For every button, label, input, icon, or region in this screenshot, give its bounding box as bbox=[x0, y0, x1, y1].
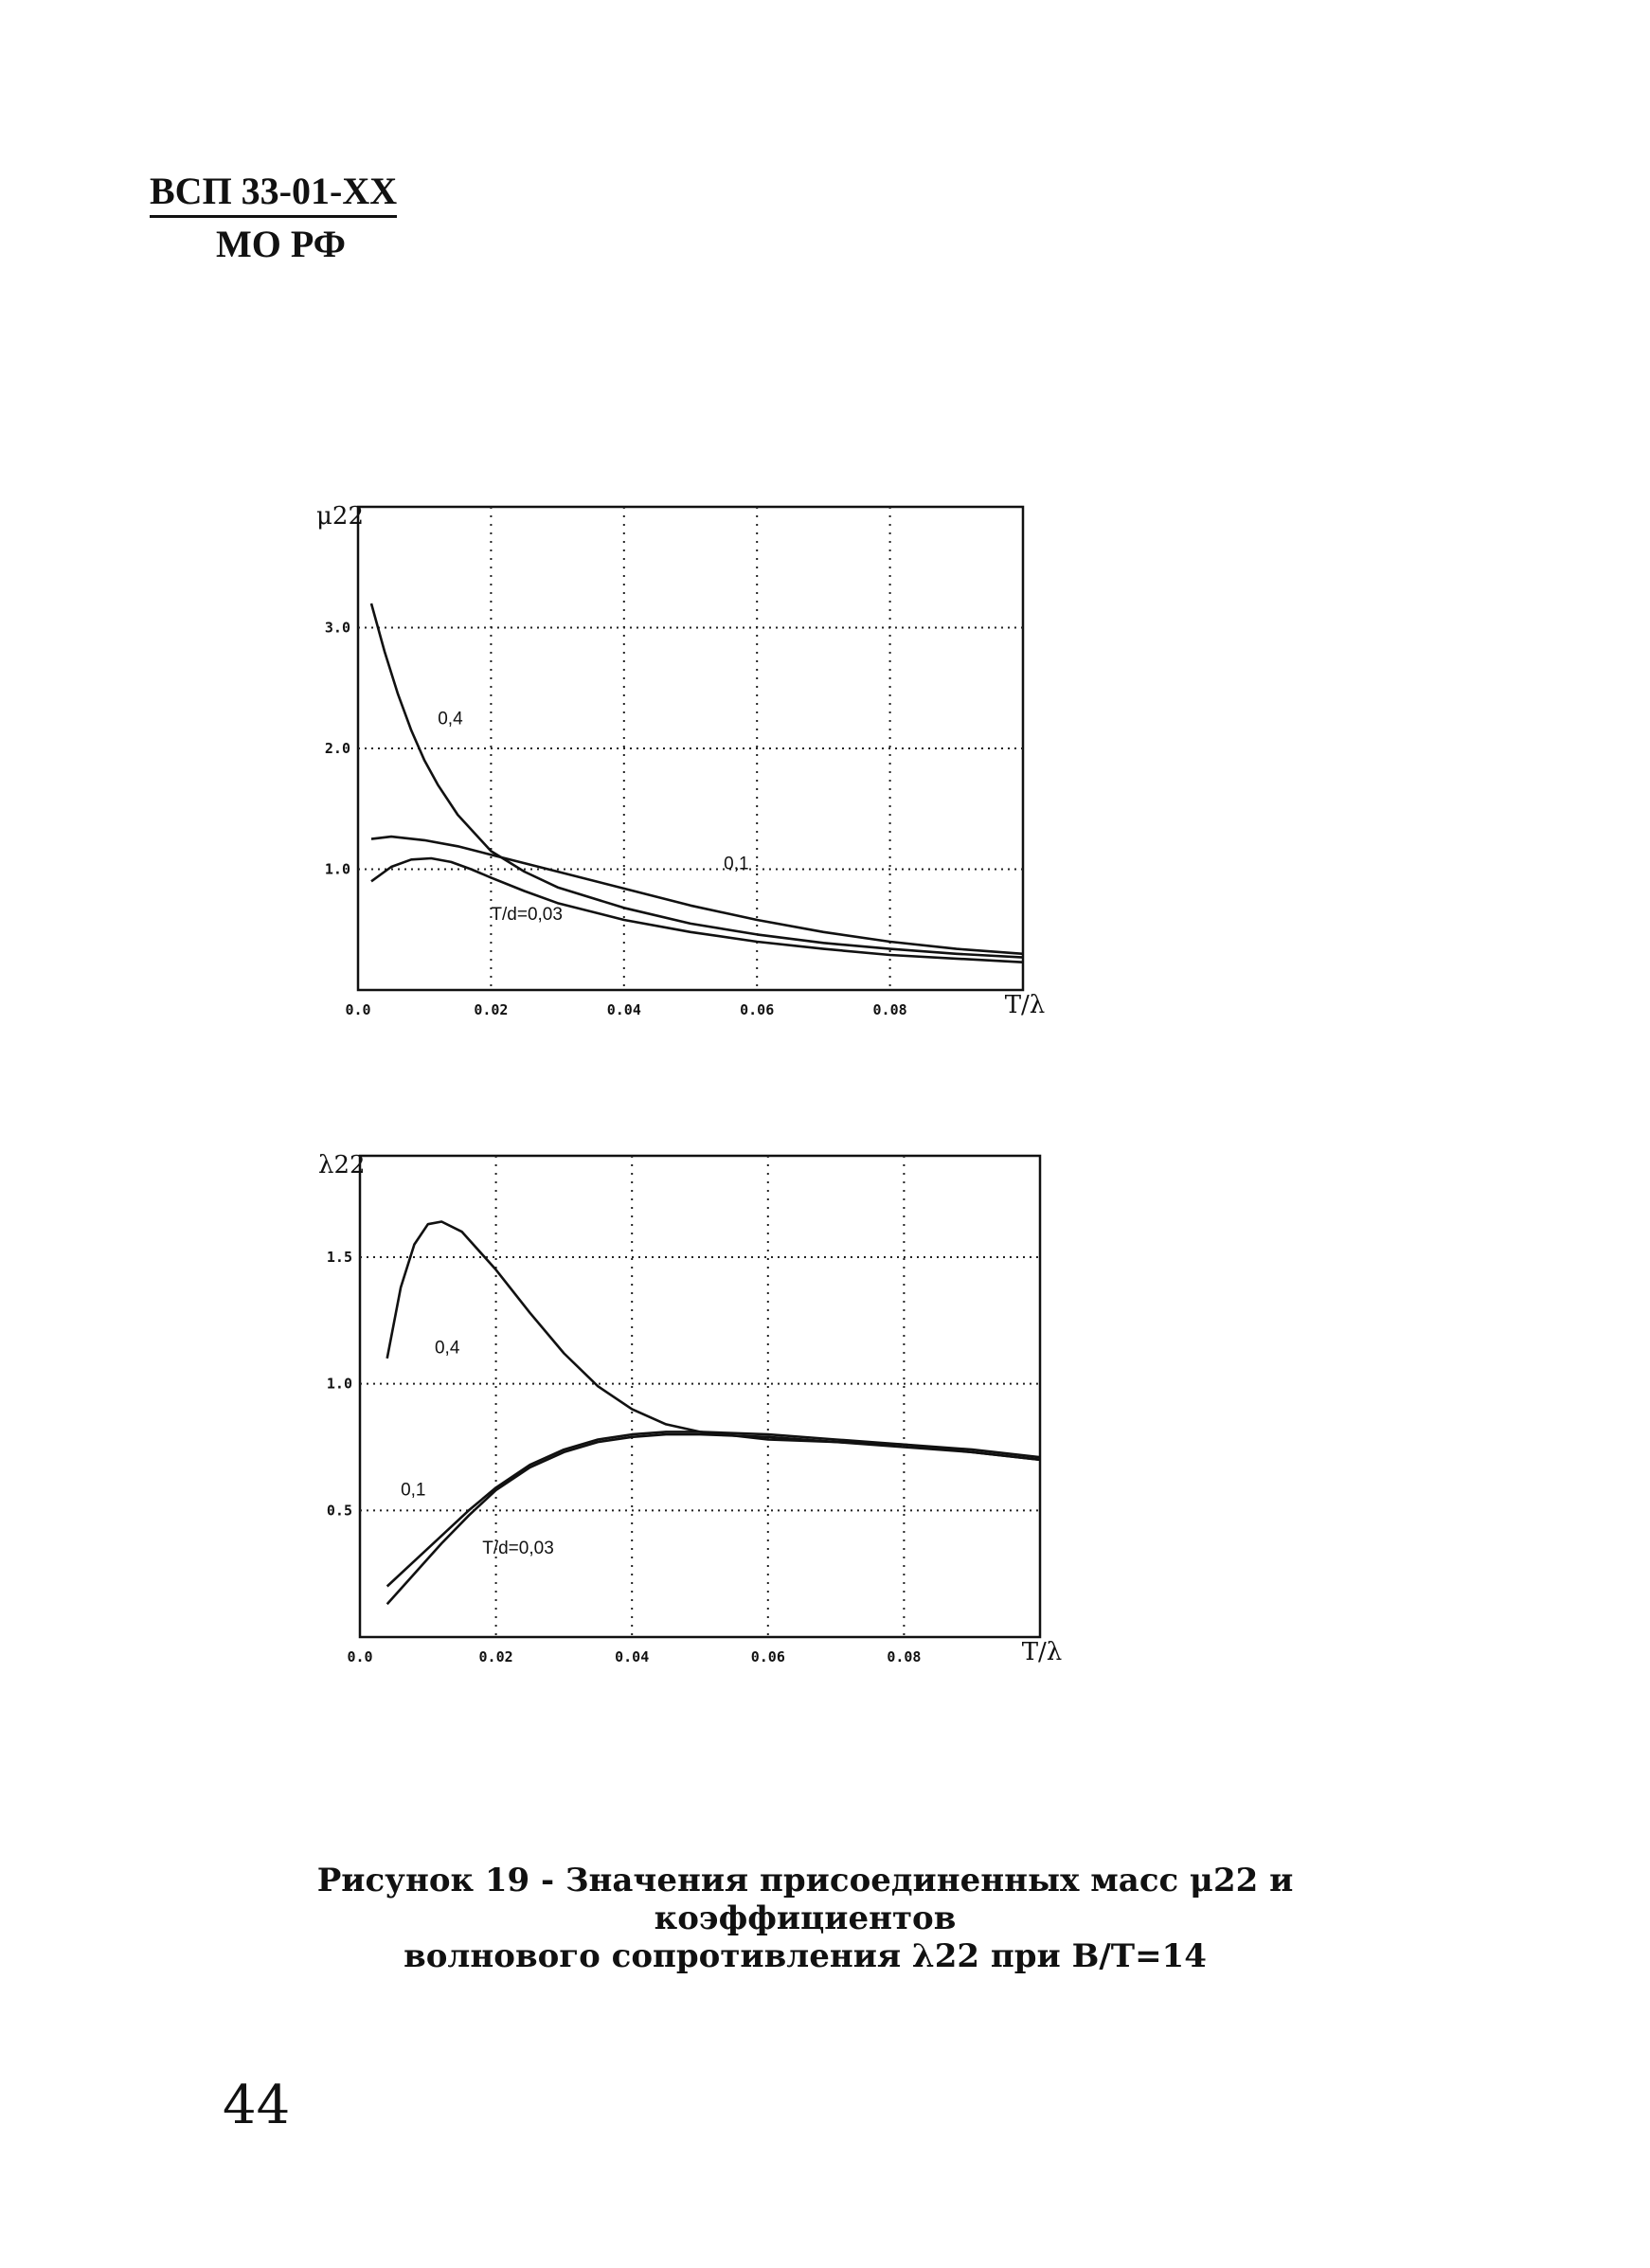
series-line-0 bbox=[386, 1220, 1041, 1459]
y-tick-label-1: 2.0 bbox=[325, 740, 350, 757]
document-header: ВСП 33-01-XX МО РФ bbox=[150, 169, 405, 266]
ministry-label: МО РФ bbox=[216, 223, 346, 265]
series-line-1 bbox=[370, 835, 1024, 956]
x-tick-label-4: 0.08 bbox=[887, 1648, 921, 1665]
y-tick-label-2: 1.5 bbox=[327, 1249, 352, 1266]
x-tick-label-1: 0.02 bbox=[479, 1648, 513, 1665]
x-axis-label: T/λ bbox=[1005, 991, 1046, 1019]
curve-label-0: 0,4 bbox=[438, 710, 463, 729]
y-tick-label-0: 0.5 bbox=[327, 1502, 352, 1519]
mu22-chart: 0.0 0.02 0.04 0.06 0.08 1.0 2.0 3.0 μ22 T/λ 0,4 0,1… bbox=[316, 502, 1046, 1019]
plot-frame bbox=[358, 1154, 1042, 1639]
y-axis-label: λ22 bbox=[318, 1151, 366, 1179]
figure-caption: Рисунок 19 - Значения присоединенных мас… bbox=[189, 1862, 1421, 1975]
y-axis-label: μ22 bbox=[316, 502, 364, 531]
x-tick-label-3: 0.06 bbox=[751, 1648, 785, 1665]
x-tick-label-0: 0.0 bbox=[347, 1648, 372, 1665]
y-tick-label-0: 1.0 bbox=[325, 861, 350, 878]
document-code: ВСП 33-01-XX bbox=[150, 169, 398, 218]
curve-label-2: T/d=0,03 bbox=[482, 1539, 554, 1558]
x-axis-label: T/λ bbox=[1022, 1638, 1063, 1666]
caption-line-1: Рисунок 19 - Значения присоединенных мас… bbox=[316, 1862, 1294, 1937]
curve-label-1: 0,1 bbox=[724, 855, 748, 874]
x-tick-label-0: 0.0 bbox=[345, 1001, 370, 1018]
curve-label-2: T/d=0,03 bbox=[491, 905, 563, 925]
x-tick-label-4: 0.08 bbox=[873, 1001, 907, 1018]
x-tick-label-3: 0.06 bbox=[740, 1001, 774, 1018]
x-tick-label-2: 0.04 bbox=[607, 1001, 641, 1018]
series-line-0 bbox=[369, 603, 1024, 959]
x-tick-label-1: 0.02 bbox=[474, 1001, 508, 1018]
y-tick-label-2: 3.0 bbox=[325, 620, 350, 637]
series-line-2 bbox=[386, 1432, 1041, 1606]
curve-label-0: 0,4 bbox=[435, 1339, 460, 1359]
series-line-1 bbox=[386, 1431, 1041, 1588]
curve-label-1: 0,1 bbox=[401, 1480, 425, 1500]
y-tick-label-1: 1.0 bbox=[327, 1376, 352, 1393]
series-line-2 bbox=[370, 856, 1024, 963]
lambda22-chart: 0.0 0.02 0.04 0.06 0.08 0.5 1.0 1.5 λ22 T/λ 0,4 0,1… bbox=[318, 1151, 1063, 1666]
x-tick-label-2: 0.04 bbox=[615, 1648, 649, 1665]
page-number: 44 bbox=[223, 2075, 291, 2136]
caption-line-2: волнового сопротивления λ22 при B/T=14 bbox=[404, 1937, 1207, 1975]
